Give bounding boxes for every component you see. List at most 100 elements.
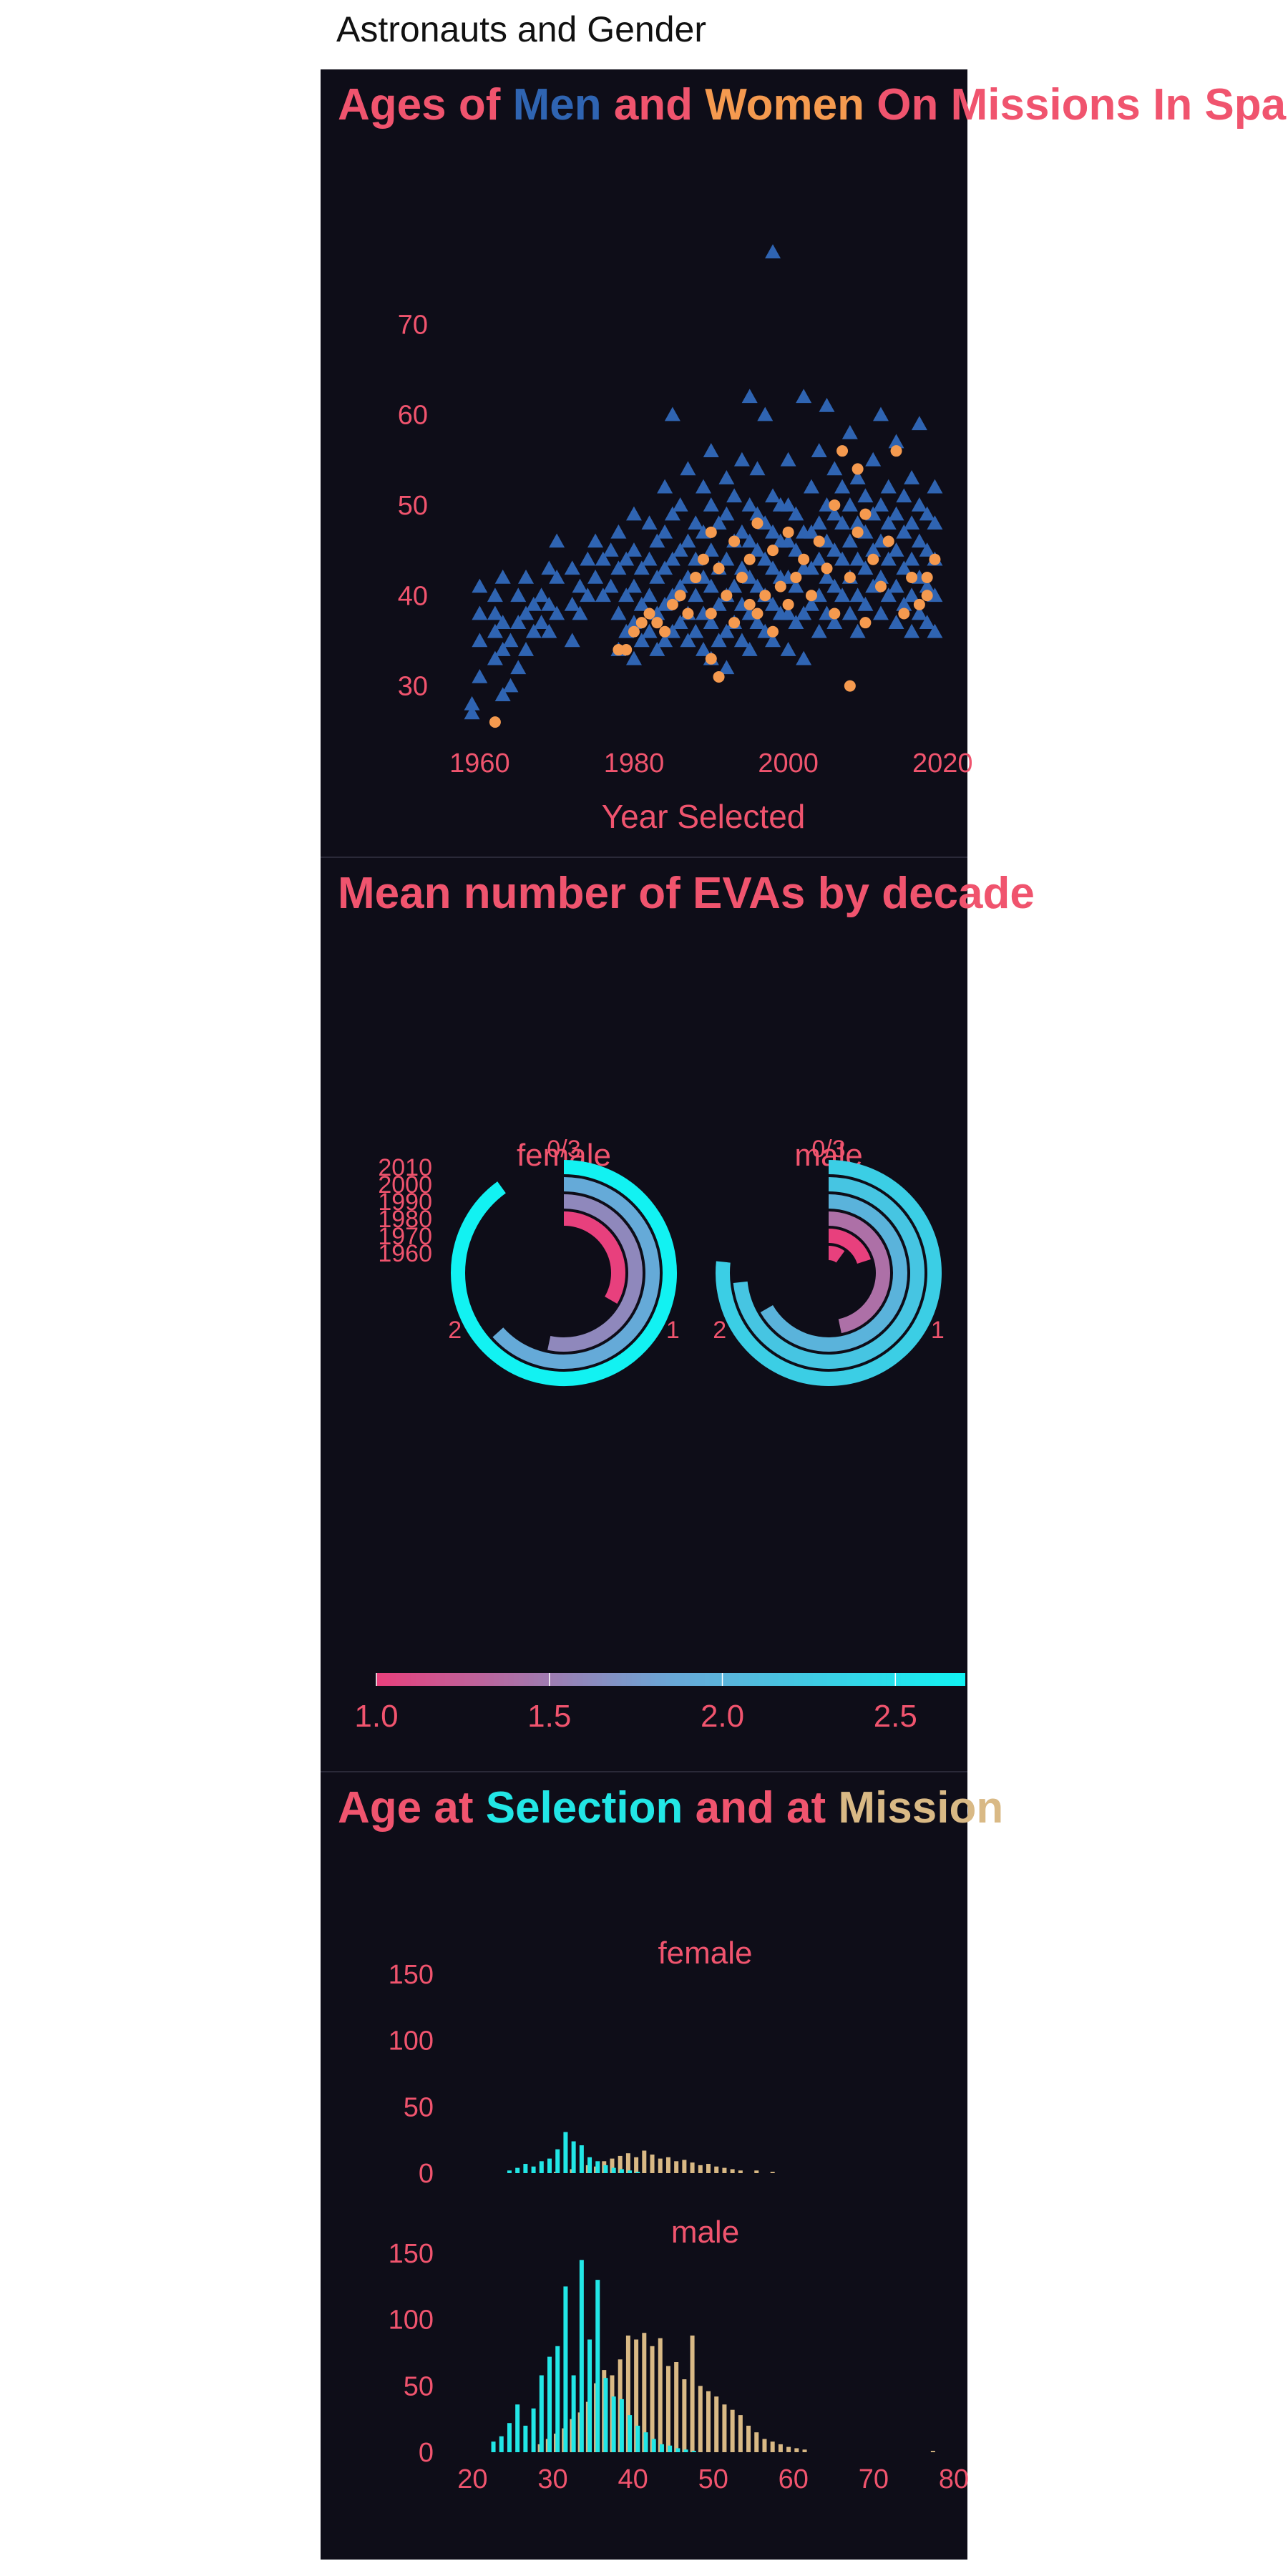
hist-bar bbox=[555, 2149, 560, 2173]
angle-tick-label: 2 bbox=[448, 1317, 462, 1344]
hist-bar bbox=[625, 2335, 630, 2452]
hist-bar bbox=[722, 2167, 727, 2173]
hist-bar bbox=[665, 2157, 670, 2173]
hist-bar bbox=[610, 2158, 615, 2173]
point-men bbox=[641, 623, 658, 638]
y-tick-label: 100 bbox=[389, 2026, 434, 2057]
point-men bbox=[672, 542, 688, 557]
point-women bbox=[882, 535, 894, 547]
hist-bar bbox=[690, 2335, 695, 2452]
hist-bar bbox=[523, 2425, 528, 2452]
point-men bbox=[657, 479, 673, 494]
hist-bar bbox=[746, 2425, 751, 2452]
facet-label-female: female bbox=[658, 1936, 752, 1971]
point-men bbox=[518, 605, 535, 620]
point-women bbox=[682, 608, 694, 620]
point-men bbox=[796, 389, 812, 404]
hist-bar bbox=[682, 2160, 687, 2173]
y-tick-label: 50 bbox=[404, 2092, 434, 2122]
colorbar-segment bbox=[479, 1673, 485, 1686]
hist-bar bbox=[595, 2161, 600, 2173]
y-tick-label: 50 bbox=[404, 2371, 434, 2401]
point-men bbox=[711, 633, 727, 648]
point-men bbox=[904, 515, 920, 530]
point-men bbox=[602, 578, 619, 593]
point-men bbox=[664, 406, 680, 421]
hist-bar bbox=[507, 2423, 512, 2452]
colorbar-segment bbox=[655, 1673, 662, 1686]
colorbar-segment bbox=[817, 1673, 824, 1686]
point-women bbox=[798, 553, 810, 565]
point-men bbox=[811, 515, 827, 530]
point-women bbox=[690, 572, 702, 583]
point-men bbox=[564, 560, 580, 575]
page-title: Astronauts and Gender bbox=[336, 9, 706, 49]
point-men bbox=[472, 633, 488, 648]
point-women bbox=[751, 608, 763, 620]
point-men bbox=[510, 587, 527, 602]
x-axis-title: Year Selected bbox=[602, 798, 806, 835]
point-men bbox=[888, 615, 904, 629]
hist-title-selection: Selection bbox=[485, 1783, 683, 1833]
point-men bbox=[888, 578, 904, 593]
colorbar-tick-label: 2.0 bbox=[701, 1699, 744, 1734]
colorbar-segment bbox=[798, 1673, 804, 1686]
colorbar-segment bbox=[743, 1673, 750, 1686]
colorbar-segment bbox=[896, 1673, 902, 1686]
colorbar-segment bbox=[915, 1673, 922, 1686]
point-men bbox=[826, 506, 843, 521]
point-women bbox=[736, 572, 748, 583]
colorbar-segment bbox=[415, 1673, 421, 1686]
colorbar-segment bbox=[454, 1673, 461, 1686]
colorbar-segment bbox=[900, 1673, 907, 1686]
hist-bar bbox=[665, 2366, 670, 2452]
hist-bar bbox=[658, 2158, 663, 2173]
hist-bar bbox=[579, 2145, 584, 2173]
radial-bar-female-2010 bbox=[451, 1160, 677, 1386]
point-men bbox=[803, 524, 819, 539]
point-men bbox=[487, 605, 503, 620]
colorbar-segment bbox=[738, 1673, 745, 1686]
colorbar-segment bbox=[626, 1673, 633, 1686]
point-men bbox=[633, 633, 650, 648]
point-men bbox=[788, 542, 804, 557]
colorbar-segment bbox=[518, 1673, 525, 1686]
hist-bar bbox=[706, 2164, 711, 2173]
hist-bar bbox=[531, 2408, 536, 2452]
point-men bbox=[502, 678, 519, 693]
colorbar-segment bbox=[950, 1673, 956, 1686]
point-women bbox=[921, 590, 933, 602]
hist-bar bbox=[650, 2155, 655, 2173]
hist-bar bbox=[563, 2132, 568, 2173]
point-women bbox=[674, 590, 686, 602]
point-men bbox=[919, 542, 935, 557]
colorbar-segment bbox=[930, 1673, 936, 1686]
hist-bar bbox=[738, 2170, 743, 2173]
point-women bbox=[767, 545, 779, 557]
point-men bbox=[733, 560, 750, 575]
point-women bbox=[705, 608, 717, 620]
point-women bbox=[659, 625, 671, 638]
colorbar-segment bbox=[665, 1673, 671, 1686]
hist-bar bbox=[507, 2170, 512, 2173]
radial-chart: female0/312male0/31219601970198019902000… bbox=[354, 1136, 965, 1734]
colorbar-segment bbox=[891, 1673, 897, 1686]
colorbar-segment bbox=[788, 1673, 794, 1686]
hist-bar bbox=[730, 2169, 735, 2173]
point-men bbox=[927, 515, 943, 530]
point-men bbox=[834, 551, 851, 566]
point-men bbox=[765, 560, 781, 575]
point-men bbox=[703, 443, 719, 457]
point-women bbox=[844, 572, 856, 583]
point-men bbox=[796, 650, 812, 665]
colorbar-segment bbox=[753, 1673, 760, 1686]
point-men bbox=[826, 461, 843, 476]
colorbar-segment bbox=[827, 1673, 834, 1686]
hist-bar bbox=[730, 2409, 735, 2452]
point-women bbox=[743, 598, 756, 610]
colorbar-segment bbox=[704, 1673, 711, 1686]
point-men bbox=[494, 642, 511, 656]
radial-title: Mean number of EVAs by decade bbox=[338, 869, 1035, 918]
point-men bbox=[664, 506, 680, 521]
point-men bbox=[841, 424, 858, 439]
